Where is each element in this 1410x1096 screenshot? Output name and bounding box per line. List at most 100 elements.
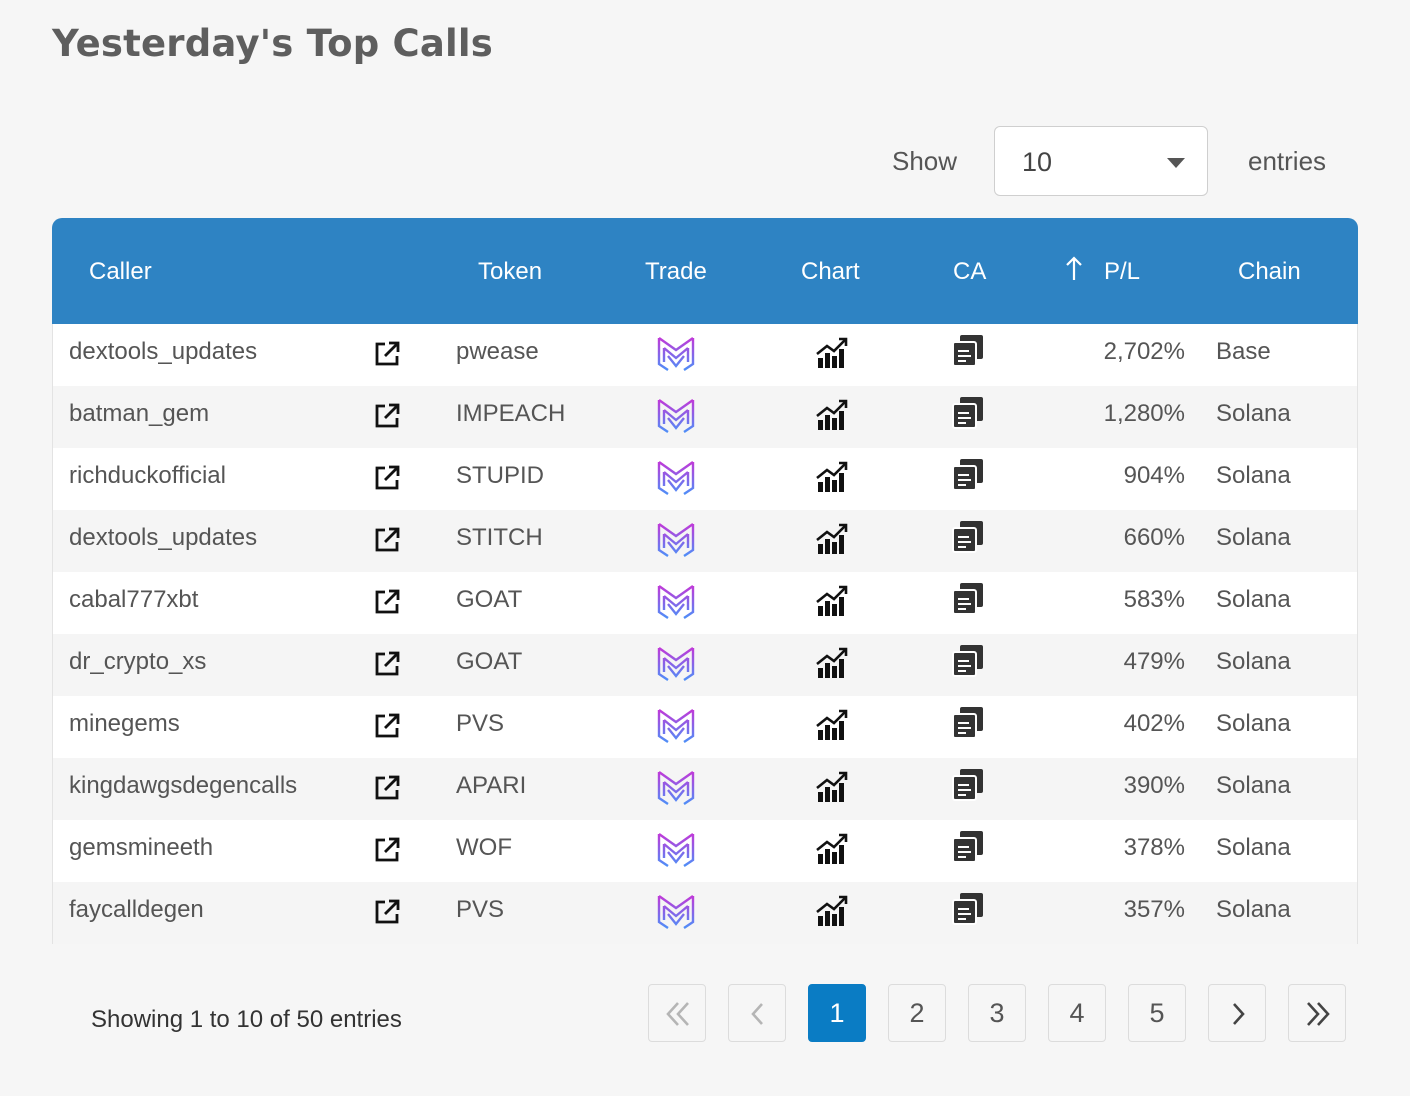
chain-name: Solana (1216, 524, 1291, 551)
caret-down-icon (1167, 158, 1185, 168)
table-row: batman_gem IMPEACH 1,280% Solana (53, 386, 1357, 448)
table-row: dr_crypto_xs GOAT 479% Solana (53, 634, 1357, 696)
copy-icon[interactable] (951, 333, 985, 367)
col-header-trade[interactable]: Trade (645, 258, 707, 285)
chain-name: Solana (1216, 772, 1291, 799)
token-name: STUPID (456, 462, 545, 489)
calls-table: Caller Token Trade Chart CA P/L Chain de… (52, 218, 1358, 944)
copy-icon[interactable] (951, 643, 985, 677)
copy-icon[interactable] (951, 581, 985, 615)
previous-page-button[interactable] (728, 984, 786, 1042)
chart-icon[interactable] (815, 460, 849, 494)
table-row: kingdawgsdegencalls APARI 390% Solana (53, 758, 1357, 820)
external-link-icon[interactable] (373, 526, 401, 554)
col-header-pl[interactable]: P/L (1104, 258, 1141, 285)
copy-icon[interactable] (951, 519, 985, 553)
token-name: GOAT (456, 586, 523, 613)
col-header-caller[interactable]: Caller (89, 258, 152, 285)
external-link-icon[interactable] (373, 650, 401, 678)
external-link-icon[interactable] (373, 774, 401, 802)
copy-icon[interactable] (951, 767, 985, 801)
caller-name: kingdawgsdegencalls (69, 772, 298, 799)
col-header-token[interactable]: Token (478, 258, 543, 285)
token-name: pwease (456, 338, 539, 365)
pl-value: 357% (1123, 896, 1185, 923)
trade-logo-icon[interactable] (656, 520, 696, 560)
entries-select[interactable]: 10 (994, 126, 1208, 196)
last-page-button[interactable] (1288, 984, 1346, 1042)
external-link-icon[interactable] (373, 898, 401, 926)
token-name: STITCH (456, 524, 543, 551)
trade-logo-icon[interactable] (656, 458, 696, 498)
chart-icon[interactable] (815, 522, 849, 556)
token-name: PVS (456, 710, 505, 737)
external-link-icon[interactable] (373, 402, 401, 430)
chevron-left-icon (751, 1003, 763, 1025)
caller-name: dextools_updates (69, 524, 258, 551)
chart-icon[interactable] (815, 894, 849, 928)
page-button-4[interactable]: 4 (1048, 984, 1106, 1042)
chart-icon[interactable] (815, 770, 849, 804)
copy-icon[interactable] (951, 705, 985, 739)
caller-name: cabal777xbt (69, 586, 199, 613)
pl-value: 479% (1123, 648, 1185, 675)
first-page-button[interactable] (648, 984, 706, 1042)
chart-icon[interactable] (815, 336, 849, 370)
pl-value: 1,280% (1103, 400, 1185, 427)
copy-icon[interactable] (951, 829, 985, 863)
token-name: WOF (456, 834, 512, 861)
external-link-icon[interactable] (373, 588, 401, 616)
col-header-ca[interactable]: CA (953, 258, 987, 285)
entries-select-value: 10 (1022, 147, 1053, 177)
caller-name: faycalldegen (69, 896, 204, 923)
external-link-icon[interactable] (373, 464, 401, 492)
trade-logo-icon[interactable] (656, 892, 696, 932)
trade-logo-icon[interactable] (656, 644, 696, 684)
page-button-2[interactable]: 2 (888, 984, 946, 1042)
chain-name: Solana (1216, 710, 1291, 737)
token-name: GOAT (456, 648, 523, 675)
table-row: gemsmineeth WOF 378% Solana (53, 820, 1357, 882)
table-info: Showing 1 to 10 of 50 entries (91, 1006, 402, 1033)
chevron-right-icon (1233, 1003, 1245, 1025)
external-link-icon[interactable] (373, 712, 401, 740)
page-button-3[interactable]: 3 (968, 984, 1026, 1042)
trade-logo-icon[interactable] (656, 706, 696, 746)
next-page-button[interactable] (1208, 984, 1266, 1042)
copy-icon[interactable] (951, 891, 985, 925)
caller-name: batman_gem (69, 400, 210, 427)
caller-name: minegems (69, 710, 180, 737)
trade-logo-icon[interactable] (656, 830, 696, 870)
caller-name: richduckofficial (69, 462, 226, 489)
copy-icon[interactable] (951, 457, 985, 491)
external-link-icon[interactable] (373, 340, 401, 368)
chart-icon[interactable] (815, 398, 849, 432)
chain-name: Solana (1216, 462, 1291, 489)
trade-logo-icon[interactable] (656, 334, 696, 374)
caller-name: dextools_updates (69, 338, 258, 365)
chart-icon[interactable] (815, 646, 849, 680)
col-header-chain[interactable]: Chain (1238, 258, 1301, 285)
pl-value: 660% (1123, 524, 1185, 551)
chain-name: Solana (1216, 896, 1291, 923)
chart-icon[interactable] (815, 584, 849, 618)
trade-logo-icon[interactable] (656, 582, 696, 622)
entries-label: entries (1248, 146, 1327, 176)
table-row: minegems PVS 402% Solana (53, 696, 1357, 758)
copy-icon[interactable] (951, 395, 985, 429)
caller-name: gemsmineeth (69, 834, 214, 861)
double-chevron-left-icon (666, 1002, 689, 1026)
chart-icon[interactable] (815, 832, 849, 866)
chain-name: Solana (1216, 400, 1291, 427)
page-button-5[interactable]: 5 (1128, 984, 1186, 1042)
caller-name: dr_crypto_xs (69, 648, 207, 675)
chart-icon[interactable] (815, 708, 849, 742)
page-button-1[interactable]: 1 (808, 984, 866, 1042)
trade-logo-icon[interactable] (656, 768, 696, 808)
table-row: dextools_updates STITCH 660% Solana (53, 510, 1357, 572)
trade-logo-icon[interactable] (656, 396, 696, 436)
col-header-chart[interactable]: Chart (801, 258, 860, 285)
external-link-icon[interactable] (373, 836, 401, 864)
sort-ascending-icon (1066, 256, 1082, 280)
table-header: Caller Token Trade Chart CA P/L Chain (52, 218, 1358, 324)
